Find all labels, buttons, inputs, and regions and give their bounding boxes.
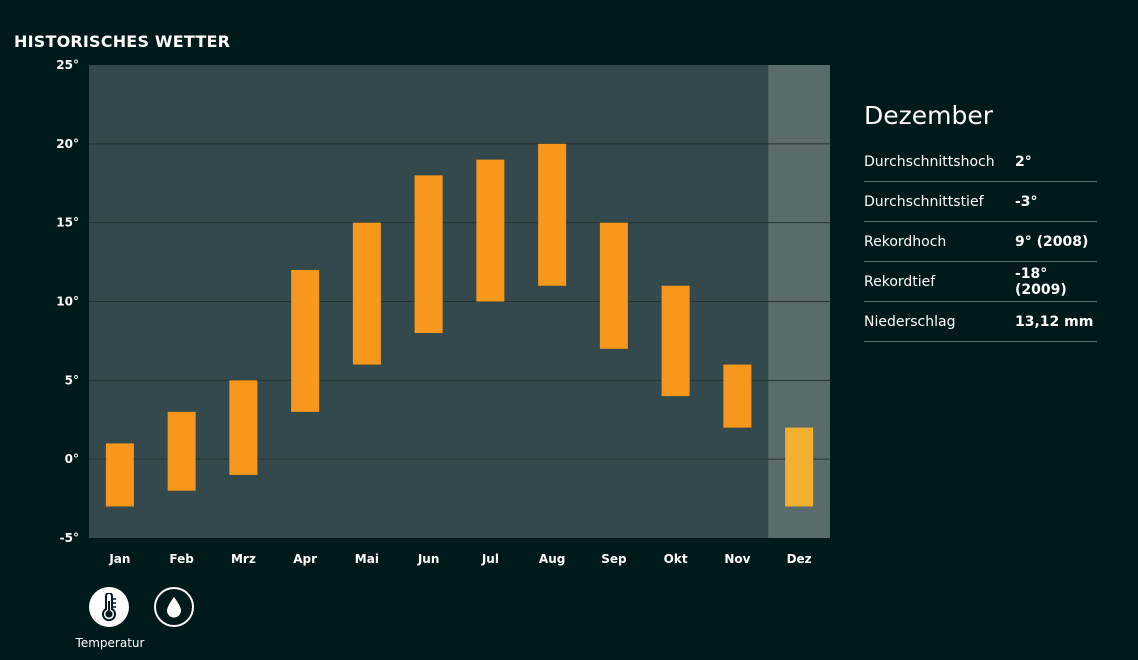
y-tick-label: 0° [65, 452, 79, 466]
x-tick-label[interactable]: Jul [481, 552, 499, 566]
detail-label: Niederschlag [864, 313, 956, 330]
x-tick-label[interactable]: Sep [601, 552, 627, 566]
page-title: HISTORISCHES WETTER [14, 32, 231, 51]
x-tick-label[interactable]: Okt [664, 552, 688, 566]
detail-value: 2° [1015, 153, 1032, 170]
temperature-range-bar-sep[interactable] [599, 222, 628, 349]
detail-label: Rekordtief [864, 273, 936, 290]
temperature-range-bar-mrz[interactable] [229, 380, 258, 475]
x-axis-ticks: Jan Feb Mrz Apr Mai Jun Jul Aug Sep Okt Nov Dez [108, 552, 811, 566]
detail-value: -18° (2009) [1015, 265, 1067, 298]
x-tick-label[interactable]: Aug [539, 552, 565, 566]
detail-row-record-low: Rekordtief -18° (2009) [864, 262, 1097, 302]
month-details-panel: Dezember Durchschnittshoch 2° Durchschni… [864, 98, 1097, 342]
temperature-range-bar-nov[interactable] [723, 364, 752, 428]
water-drop-icon [167, 597, 181, 618]
temperature-range-bar-apr[interactable] [291, 269, 320, 412]
detail-value: 13,12 mm [1015, 313, 1094, 330]
x-tick-label[interactable]: Feb [169, 552, 194, 566]
thermometer-icon [102, 593, 116, 621]
x-tick-label[interactable]: Apr [293, 552, 317, 566]
temperature-range-bar-okt[interactable] [661, 285, 690, 397]
temperature-range-chart: 25° 20° 15° 10° 5° 0° -5° Jan Feb Mrz Apr Mai Jun Ju… [56, 58, 830, 566]
detail-value: 9° (2008) [1015, 233, 1089, 250]
detail-value: -3° [1015, 193, 1038, 210]
y-tick-label: 10° [56, 295, 79, 309]
temperature-range-bar-jan[interactable] [105, 443, 134, 507]
temperature-range-bar-aug[interactable] [538, 143, 567, 286]
y-tick-label: 5° [65, 373, 79, 387]
temperature-toggle-caption: Temperatur [75, 636, 145, 650]
x-tick-label[interactable]: Mrz [231, 552, 256, 566]
x-tick-label[interactable]: Nov [724, 552, 750, 566]
detail-label: Durchschnittstief [864, 193, 984, 210]
bars [105, 143, 814, 507]
gridlines [89, 143, 830, 460]
y-tick-label: 25° [56, 58, 79, 72]
temperature-range-bar-mai[interactable] [352, 222, 381, 365]
precipitation-toggle-button[interactable] [154, 587, 194, 627]
y-axis-ticks: 25° 20° 15° 10° 5° 0° -5° [56, 58, 79, 545]
x-tick-label[interactable]: Jun [417, 552, 440, 566]
detail-row-avg-low: Durchschnittstief -3° [864, 182, 1097, 222]
x-tick-label[interactable]: Jan [108, 552, 130, 566]
y-tick-label: 20° [56, 137, 79, 151]
details-month-title: Dezember [864, 101, 994, 130]
temperature-range-bar-dez[interactable] [785, 427, 814, 507]
detail-row-record-high: Rekordhoch 9° (2008) [864, 222, 1097, 262]
temperature-range-bar-feb[interactable] [167, 411, 196, 491]
temperature-toggle-button[interactable] [89, 587, 129, 627]
detail-label: Durchschnittshoch [864, 153, 995, 170]
x-tick-label[interactable]: Dez [787, 552, 812, 566]
y-tick-label: 15° [56, 216, 79, 230]
detail-label: Rekordhoch [864, 233, 947, 250]
y-tick-label: -5° [60, 531, 79, 545]
x-tick-label[interactable]: Mai [355, 552, 379, 566]
temperature-range-bar-jul[interactable] [476, 159, 505, 302]
temperature-range-bar-jun[interactable] [414, 175, 443, 334]
detail-row-precipitation: Niederschlag 13,12 mm [864, 302, 1097, 342]
detail-row-avg-high: Durchschnittshoch 2° [864, 142, 1097, 182]
